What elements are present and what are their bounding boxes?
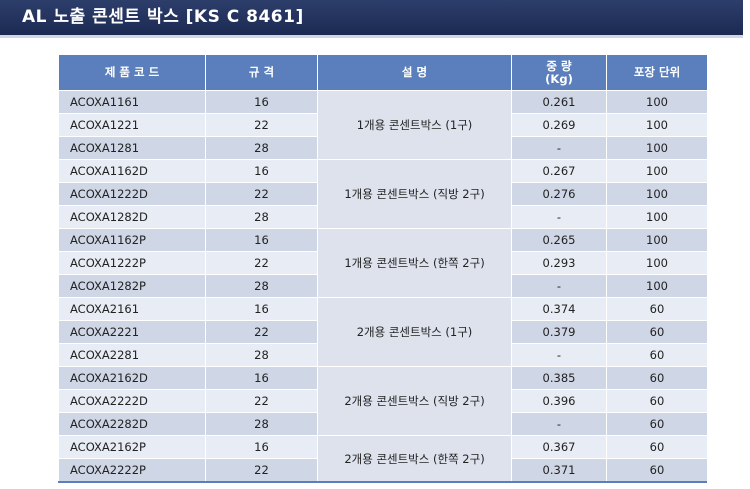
header-spec: 규 격 bbox=[205, 54, 318, 91]
table-row: ACOXA1162P 16 1개용 콘센트박스 (한쪽 2구) 0.265 100 bbox=[58, 228, 708, 298]
header-description: 설 명 bbox=[317, 54, 512, 91]
description-cell: 1개용 콘센트박스 (직방 2구) bbox=[317, 159, 512, 229]
product-code-cell: ACOXA1281 bbox=[58, 136, 206, 160]
table-row: ACOXA2222P 22 0.371 60 bbox=[58, 458, 708, 482]
product-code-cell: ACOXA2222P bbox=[58, 458, 206, 482]
description-cell: 1개용 콘센트박스 (1구) bbox=[317, 90, 512, 160]
product-code-cell: ACOXA1222P bbox=[58, 251, 206, 275]
product-code-cell: ACOXA2282D bbox=[58, 412, 206, 436]
weight-cell: 0.261 bbox=[511, 90, 607, 114]
description-cell: 1개용 콘센트박스 (한쪽 2구) bbox=[317, 228, 512, 298]
weight-cell: - bbox=[511, 343, 607, 367]
table-row: ACOXA1282D 28 -100 bbox=[58, 205, 708, 229]
weight-cell: 0.269 bbox=[511, 113, 607, 137]
pack-unit-cell: 100 bbox=[606, 182, 708, 206]
description-cell: 2개용 콘센트박스 (1구) bbox=[317, 297, 512, 367]
spec-table: 제 품 코 드 규 격 설 명 중 량 (Kg) 포장 단위 ACOXA1161 1… bbox=[58, 54, 708, 482]
table-row: ACOXA2221 22 0.379 60 bbox=[58, 320, 708, 344]
table-row: ACOXA1161 16 1개용 콘센트박스 (1구) 0.261 100 bbox=[58, 90, 708, 160]
spec-cell: 16 bbox=[205, 366, 318, 390]
header-pack-unit: 포장 단위 bbox=[606, 54, 708, 91]
weight-cell: 0.371 bbox=[511, 458, 607, 482]
weight-cell: - bbox=[511, 205, 607, 229]
spec-cell: 28 bbox=[205, 343, 318, 367]
spec-cell: 22 bbox=[205, 320, 318, 344]
weight-cell: 0.276 bbox=[511, 182, 607, 206]
pack-unit-cell: 100 bbox=[606, 274, 708, 298]
table-row: ACOXA2222D 22 0.396 60 bbox=[58, 389, 708, 413]
table-row: ACOXA2162D 16 2개용 콘센트박스 (직방 2구) 0.385 60 bbox=[58, 366, 708, 436]
table-row: ACOXA1162D 16 1개용 콘센트박스 (직방 2구) 0.267 100 bbox=[58, 159, 708, 229]
spec-cell: 22 bbox=[205, 389, 318, 413]
product-code-cell: ACOXA1162P bbox=[58, 228, 206, 252]
product-code-cell: ACOXA1161 bbox=[58, 90, 206, 114]
spec-cell: 28 bbox=[205, 274, 318, 298]
header-weight-label: 중 량 bbox=[546, 58, 572, 73]
spec-cell: 28 bbox=[205, 136, 318, 160]
table-row: ACOXA2161 16 2개용 콘센트박스 (1구) 0.374 60 bbox=[58, 297, 708, 367]
pack-unit-cell: 60 bbox=[606, 458, 708, 482]
pack-unit-cell: 60 bbox=[606, 343, 708, 367]
description-cell: 2개용 콘센트박스 (직방 2구) bbox=[317, 366, 512, 436]
spec-cell: 16 bbox=[205, 159, 318, 183]
spec-cell: 22 bbox=[205, 251, 318, 275]
table-row: ACOXA1221 22 0.269 100 bbox=[58, 113, 708, 137]
spec-cell: 16 bbox=[205, 297, 318, 321]
spec-cell: 22 bbox=[205, 113, 318, 137]
weight-cell: 0.374 bbox=[511, 297, 607, 321]
table-header-row: 제 품 코 드 규 격 설 명 중 량 (Kg) 포장 단위 bbox=[58, 54, 708, 91]
pack-unit-cell: 100 bbox=[606, 205, 708, 229]
product-code-cell: ACOXA1221 bbox=[58, 113, 206, 137]
product-code-cell: ACOXA2222D bbox=[58, 389, 206, 413]
table-bottom-rule bbox=[58, 481, 707, 483]
spec-cell: 28 bbox=[205, 412, 318, 436]
product-code-cell: ACOXA2162P bbox=[58, 435, 206, 459]
weight-cell: 0.367 bbox=[511, 435, 607, 459]
pack-unit-cell: 60 bbox=[606, 320, 708, 344]
product-code-cell: ACOXA2281 bbox=[58, 343, 206, 367]
pack-unit-cell: 60 bbox=[606, 389, 708, 413]
pack-unit-cell: 100 bbox=[606, 113, 708, 137]
pack-unit-cell: 100 bbox=[606, 136, 708, 160]
table-row: ACOXA1222D 22 0.276 100 bbox=[58, 182, 708, 206]
pack-unit-cell: 60 bbox=[606, 412, 708, 436]
weight-cell: 0.267 bbox=[511, 159, 607, 183]
header-weight: 중 량 (Kg) bbox=[511, 54, 607, 91]
weight-cell: - bbox=[511, 274, 607, 298]
product-code-cell: ACOXA1282P bbox=[58, 274, 206, 298]
pack-unit-cell: 100 bbox=[606, 251, 708, 275]
spec-cell: 16 bbox=[205, 228, 318, 252]
spec-cell: 28 bbox=[205, 205, 318, 229]
spec-cell: 22 bbox=[205, 182, 318, 206]
weight-cell: - bbox=[511, 136, 607, 160]
weight-cell: - bbox=[511, 412, 607, 436]
pack-unit-cell: 100 bbox=[606, 228, 708, 252]
product-code-cell: ACOXA1222D bbox=[58, 182, 206, 206]
pack-unit-cell: 100 bbox=[606, 90, 708, 114]
product-code-cell: ACOXA2161 bbox=[58, 297, 206, 321]
page-title: AL 노출 콘센트 박스 [KS C 8461] bbox=[0, 0, 743, 38]
pack-unit-cell: 60 bbox=[606, 435, 708, 459]
header-weight-unit: (Kg) bbox=[545, 71, 573, 86]
spec-cell: 22 bbox=[205, 458, 318, 482]
pack-unit-cell: 100 bbox=[606, 159, 708, 183]
weight-cell: 0.379 bbox=[511, 320, 607, 344]
product-code-cell: ACOXA1162D bbox=[58, 159, 206, 183]
header-product-code: 제 품 코 드 bbox=[58, 54, 206, 91]
table-row: ACOXA1282P 28 -100 bbox=[58, 274, 708, 298]
description-cell: 2개용 콘센트박스 (한쪽 2구) bbox=[317, 435, 512, 482]
product-code-cell: ACOXA2162D bbox=[58, 366, 206, 390]
weight-cell: 0.265 bbox=[511, 228, 607, 252]
pack-unit-cell: 60 bbox=[606, 297, 708, 321]
weight-cell: 0.385 bbox=[511, 366, 607, 390]
product-code-cell: ACOXA2221 bbox=[58, 320, 206, 344]
table-row: ACOXA2162P 16 2개용 콘센트박스 (한쪽 2구) 0.367 60 bbox=[58, 435, 708, 482]
spec-cell: 16 bbox=[205, 435, 318, 459]
weight-cell: 0.396 bbox=[511, 389, 607, 413]
spec-cell: 16 bbox=[205, 90, 318, 114]
product-code-cell: ACOXA1282D bbox=[58, 205, 206, 229]
weight-cell: 0.293 bbox=[511, 251, 607, 275]
pack-unit-cell: 60 bbox=[606, 366, 708, 390]
